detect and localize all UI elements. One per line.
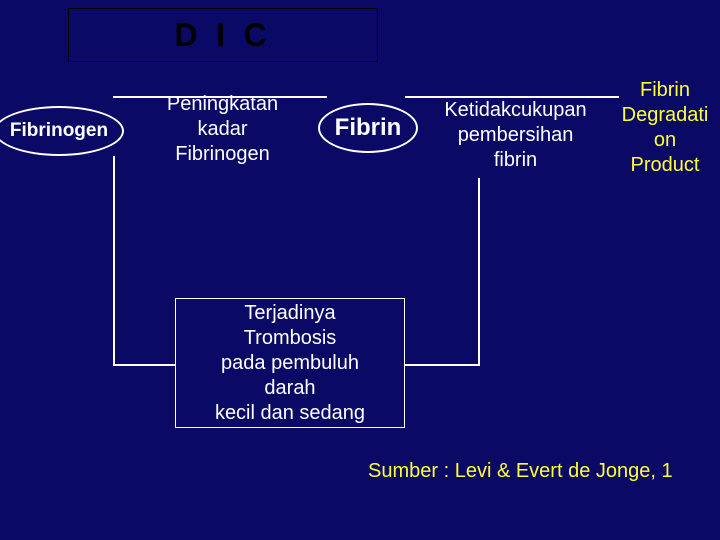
source-text: Sumber : Levi & Evert de Jonge, 1 xyxy=(368,460,673,482)
label-ketidakcukupan-text: Ketidakcukupanpembersihanfibrin xyxy=(444,99,586,171)
source-citation: Sumber : Levi & Evert de Jonge, 1 xyxy=(368,460,673,483)
label-fdp-text: FibrinDegradationProduct xyxy=(622,79,709,176)
title-text: D I C xyxy=(175,17,272,54)
node-fibrin-label: Fibrin xyxy=(335,114,402,142)
node-fibrin: Fibrin xyxy=(318,103,418,153)
connector-line xyxy=(404,364,480,366)
box-trombosis-text: TerjadinyaTrombosispada pembuluhdarahkec… xyxy=(215,301,365,426)
connector-line xyxy=(113,364,176,366)
connector-line xyxy=(405,96,619,98)
node-fibrinogen-label: Fibrinogen xyxy=(10,120,108,142)
connector-line xyxy=(113,96,327,98)
connector-line xyxy=(478,178,480,364)
label-fdp: FibrinDegradationProduct xyxy=(610,78,720,178)
label-peningkatan: PeningkatankadarFibrinogen xyxy=(140,92,305,172)
title-box: D I C xyxy=(68,8,378,62)
label-peningkatan-text: PeningkatankadarFibrinogen xyxy=(167,93,278,165)
box-trombosis: TerjadinyaTrombosispada pembuluhdarahkec… xyxy=(175,298,405,428)
label-ketidakcukupan: Ketidakcukupanpembersihanfibrin xyxy=(418,98,613,178)
connector-line xyxy=(113,156,115,364)
slide-root: D I C Fibrinogen Fibrin Peningkatankadar… xyxy=(0,0,720,540)
node-fibrinogen: Fibrinogen xyxy=(0,106,124,156)
